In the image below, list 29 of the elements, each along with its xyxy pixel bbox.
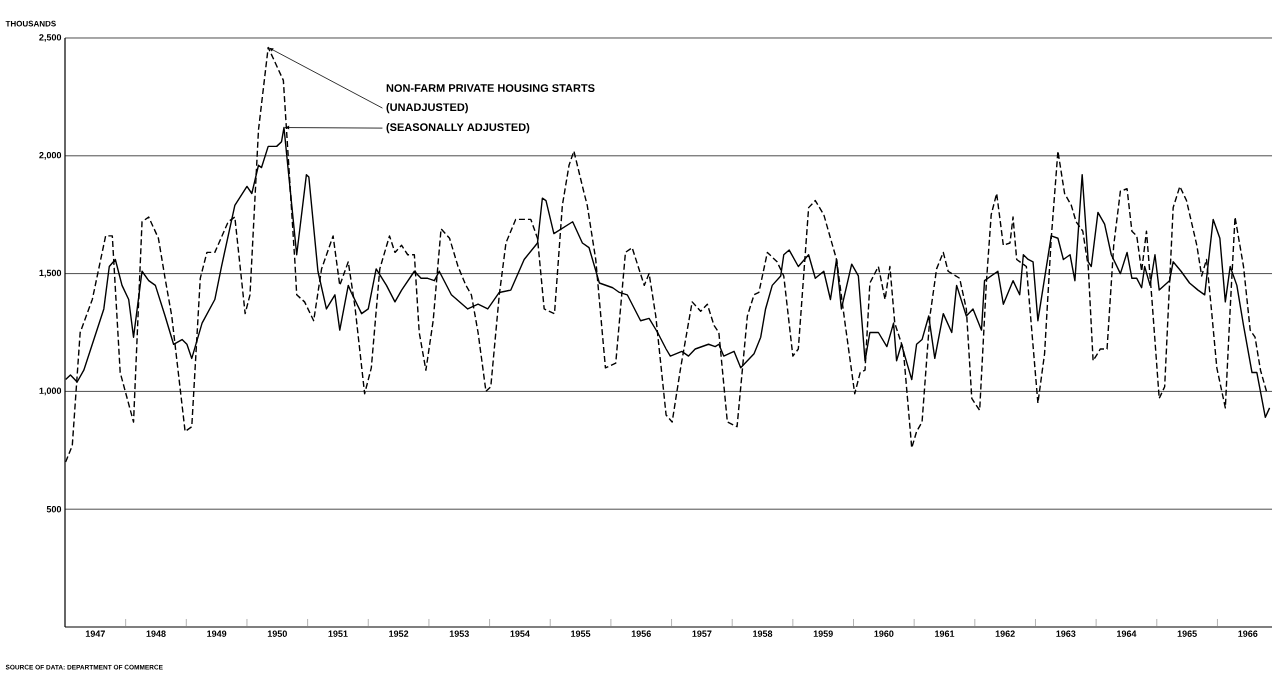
x-tick-label: 1965 [1177,630,1197,637]
x-tick-label: 1962 [995,630,1015,637]
x-tick-label: 1956 [631,630,651,637]
x-tick-label: 1949 [207,630,227,637]
y-tick-label: 2,500 [39,34,62,42]
x-tick-label: 1959 [813,630,833,637]
x-tick-label: 1955 [571,630,591,637]
x-tick-label: 1966 [1238,630,1258,637]
y-tick-label: 1,000 [39,387,62,396]
x-tick-label: 1963 [1056,630,1076,637]
x-tick-label: 1958 [753,630,773,637]
x-tick-label: 1954 [510,630,530,637]
y-axis-title: THOUSANDS [5,20,56,27]
x-tick-label: 1957 [692,630,712,637]
x-tick-label: 1951 [328,630,348,637]
y-tick-label: 2,000 [39,151,62,160]
x-tick-label: 1950 [267,630,287,637]
y-tick-label: 1,500 [39,269,62,278]
x-tick-label: 1947 [85,630,105,637]
x-tick-label: 1952 [389,630,409,637]
x-tick-label: 1960 [874,630,894,637]
text: NON-FARM PRIVATE HOUSING STARTS [386,84,595,92]
text: (UNADJUSTED) [386,102,468,114]
y-tick-label: 500 [46,506,62,513]
text: (SEASONALLY ADJUSTED) [386,122,530,134]
x-tick-label: 1948 [146,630,166,637]
x-tick-label: 1964 [1117,630,1137,637]
x-tick-label: 1953 [449,630,469,637]
x-tick-label: 1961 [935,630,955,637]
